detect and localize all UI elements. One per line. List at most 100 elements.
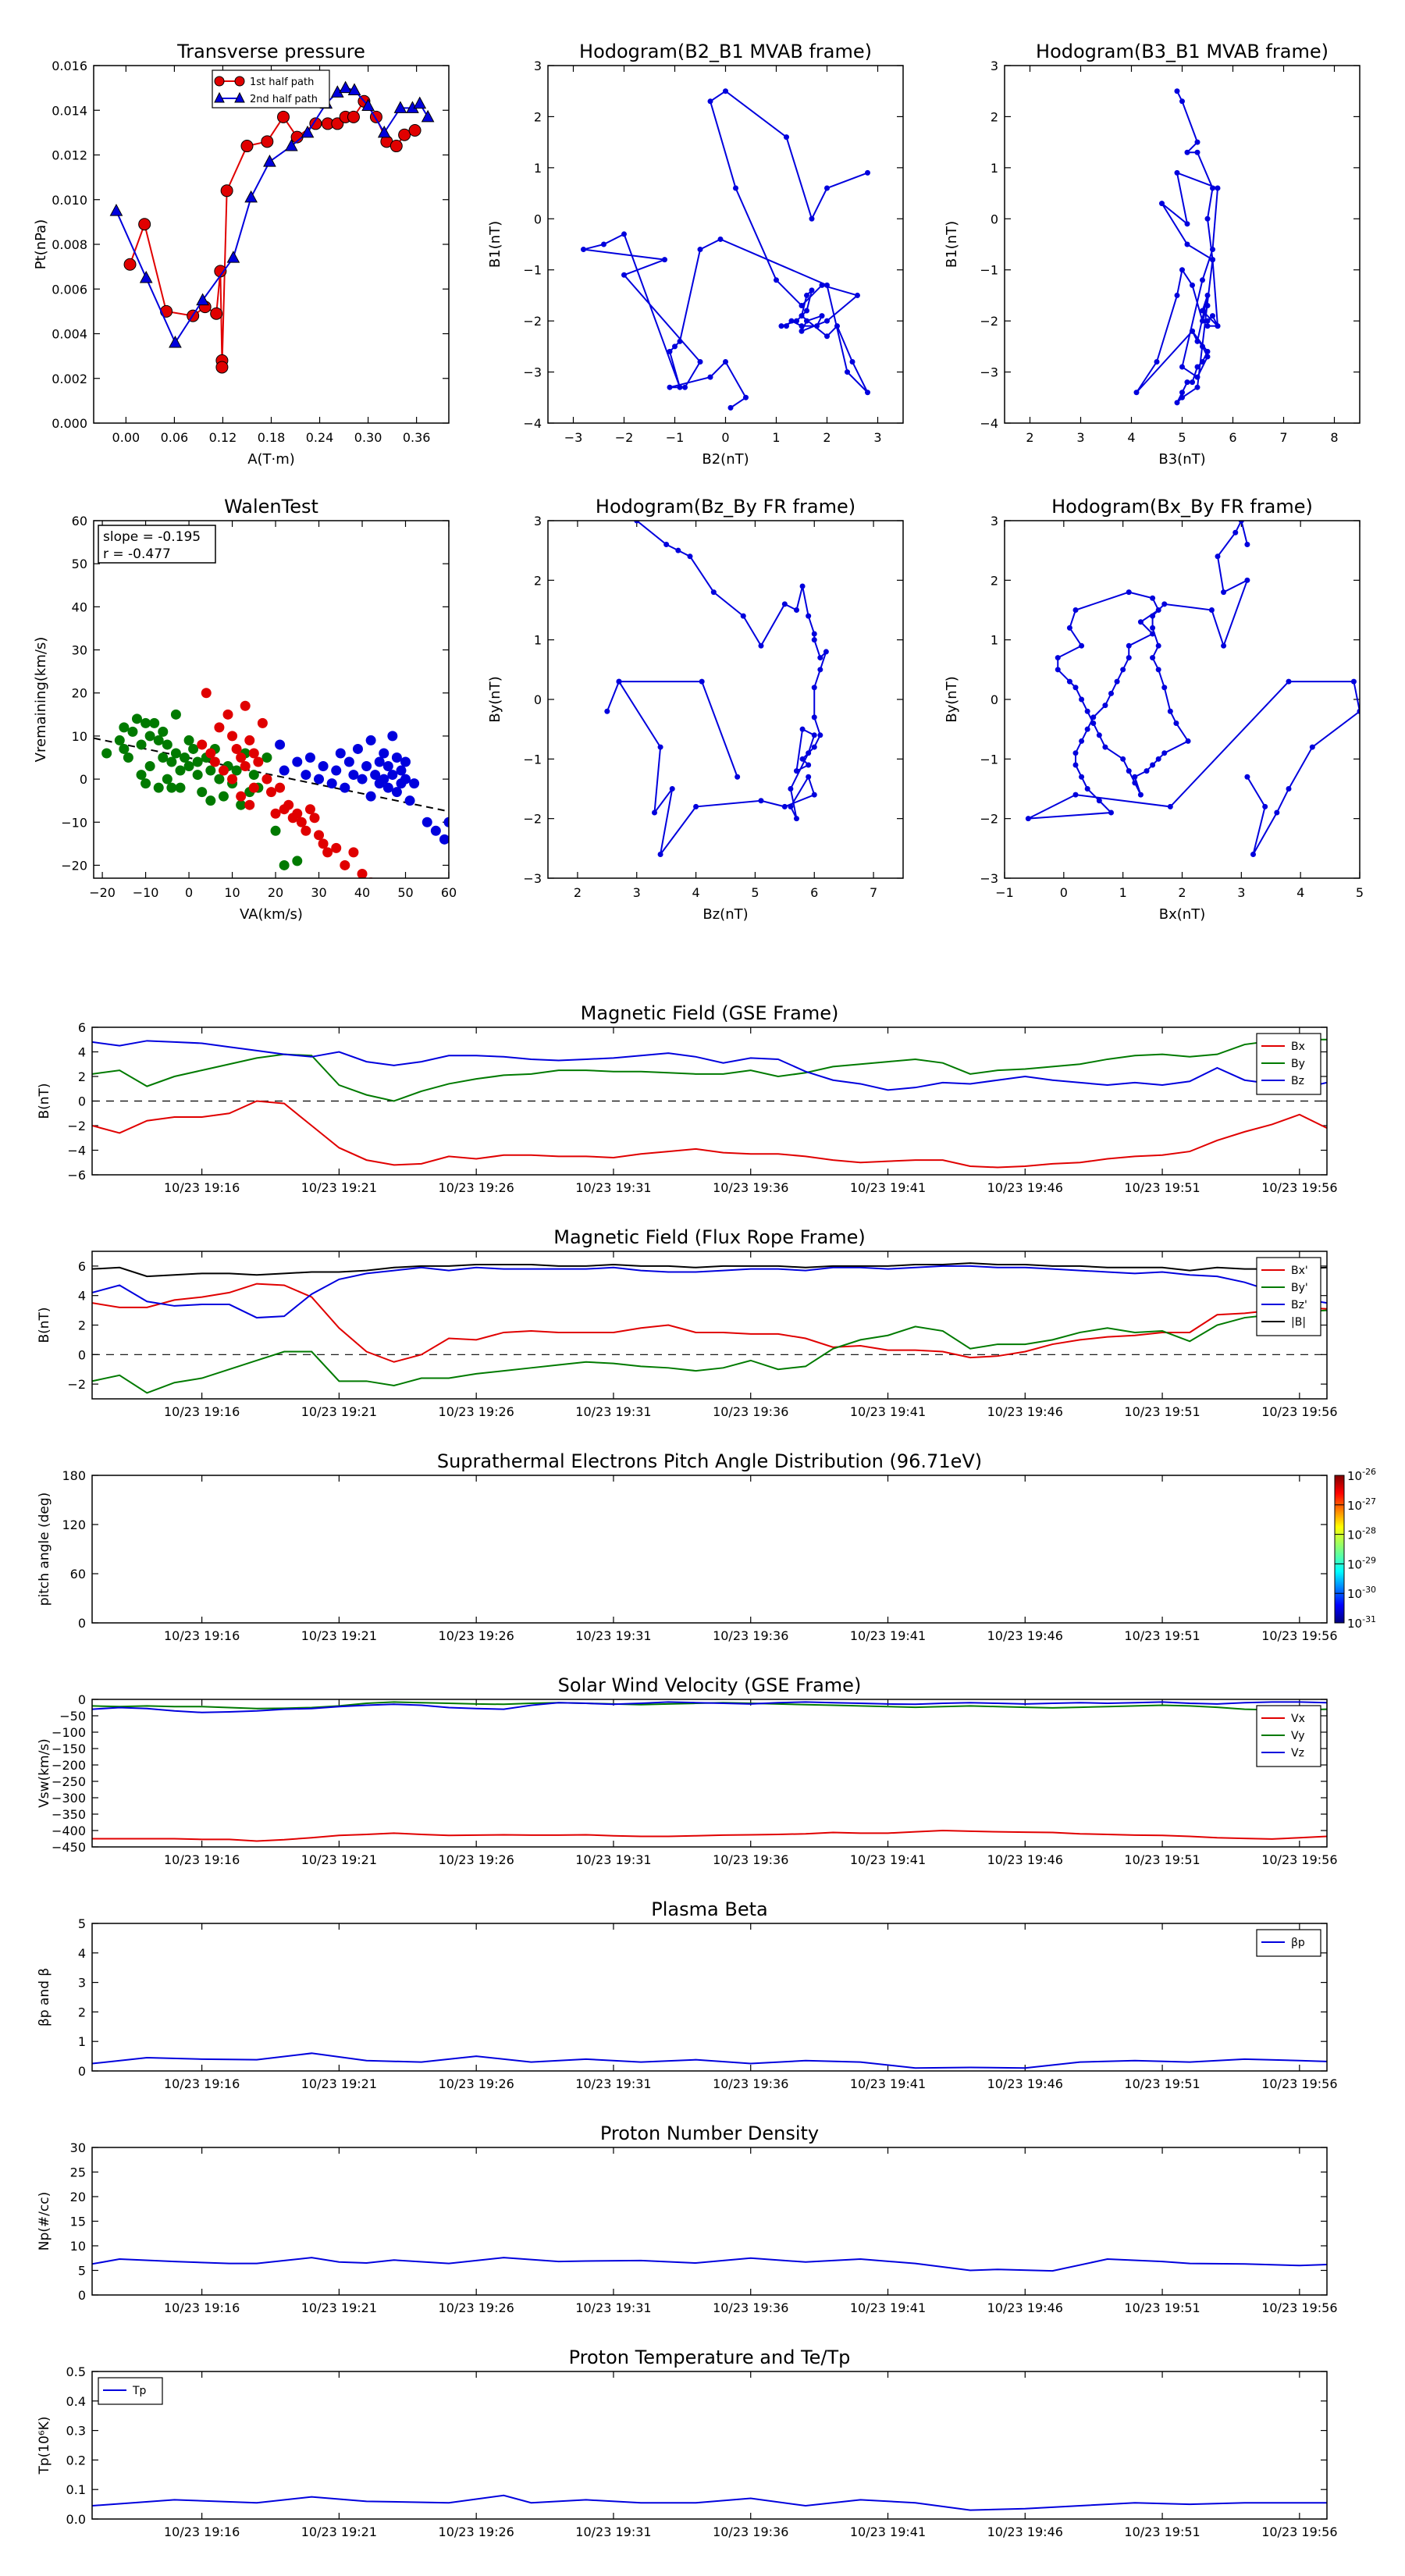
plot-frame [547, 65, 904, 424]
data-point [214, 774, 225, 785]
data-point [409, 778, 420, 789]
data-point [1184, 149, 1190, 155]
data-point [1114, 678, 1120, 685]
y-tick-label: −1 [980, 263, 998, 278]
data-point [865, 390, 870, 396]
data-point [244, 190, 258, 203]
data-point [301, 125, 315, 138]
series-line [92, 2052, 1327, 2069]
y-tick-label: 10 [72, 729, 87, 744]
data-point [314, 774, 325, 785]
data-point [153, 782, 164, 793]
data-point [1200, 308, 1205, 314]
data-point [413, 96, 427, 109]
chart-title: Hodogram(B3_B1 MVAB frame) [1036, 41, 1329, 62]
data-point [1221, 642, 1227, 649]
data-point [257, 717, 268, 728]
legend: Bx' By' Bz' |B| [1256, 1257, 1321, 1336]
data-point [804, 318, 809, 324]
data-point [421, 109, 435, 123]
x-tick-label: 4 [1127, 430, 1135, 445]
data-point [1137, 619, 1144, 625]
data-point [169, 335, 182, 348]
data-point [236, 799, 247, 810]
series-line [92, 1262, 1327, 1278]
chart-title: Proton Number Density [600, 2122, 819, 2144]
chart-walen: WalenTest −20 −10 0 10 20 30 40 50 60 −20 −10 0 10 20 3… [33, 496, 457, 923]
data-point [236, 752, 247, 763]
data-point [400, 774, 411, 785]
data-point [1190, 328, 1195, 334]
x-tick-label: 5 [1356, 885, 1364, 900]
data-point [733, 185, 738, 191]
data-point [357, 868, 368, 878]
y-tick-label: −2 [980, 812, 998, 827]
data-point [215, 361, 229, 374]
legend: 1st half path 2nd half path [212, 69, 330, 109]
data-point [248, 770, 259, 781]
data-point [1244, 577, 1250, 583]
y-tick-label: 1 [78, 2034, 86, 2049]
data-point [1150, 624, 1156, 631]
data-point [331, 842, 342, 853]
annotation-text: slope = -0.195 [103, 529, 201, 545]
data-point [304, 804, 315, 815]
data-point [166, 756, 177, 767]
colorbar-tick-base: 10 [1347, 1528, 1362, 1542]
data-point [1132, 774, 1138, 780]
colorbar-tick-label: 10-29 [1347, 1555, 1376, 1571]
y-axis-label: Pt(nPa) [33, 219, 49, 269]
x-tick-label: 2 [574, 885, 582, 900]
data-point [672, 343, 678, 350]
data-point [1179, 364, 1185, 370]
legend-label: βp [1291, 1937, 1305, 1949]
data-point [162, 739, 173, 750]
x-tick-label: 0.12 [209, 430, 237, 445]
data-point [1072, 750, 1079, 756]
data-point [693, 803, 699, 809]
y-tick-label: −10 [61, 815, 87, 830]
y-tick-label: 0.002 [52, 372, 87, 386]
data-point [318, 761, 329, 772]
data-point [687, 553, 693, 560]
legend-label: 1st half path [250, 76, 314, 88]
data-point [1173, 720, 1179, 727]
data-point [326, 778, 337, 789]
series-line [92, 1283, 1327, 1363]
data-point [794, 607, 799, 613]
data-point [162, 774, 173, 785]
x-tick-label: 10/23 19:46 [987, 2300, 1063, 2315]
x-tick-label: 10/23 19:26 [439, 1180, 514, 1195]
data-point [144, 761, 155, 772]
data-point [1084, 786, 1090, 792]
x-tick-label: 10/23 19:41 [850, 1852, 926, 1867]
data-point [806, 774, 812, 780]
data-point [1079, 696, 1085, 703]
y-tick-label: −50 [59, 1709, 86, 1724]
data-point [1150, 762, 1156, 768]
data-point [699, 678, 705, 685]
data-point [1079, 738, 1085, 744]
x-tick-label: 4 [1297, 885, 1304, 900]
y-tick-label: 3 [78, 1976, 86, 1991]
x-tick-label: 3 [1237, 885, 1245, 900]
y-tick-label: −250 [52, 1774, 86, 1789]
data-point [339, 80, 352, 94]
chart-title: Magnetic Field (GSE Frame) [581, 1002, 839, 1024]
x-tick-label: 20 [268, 885, 283, 900]
y-tick-label: 2 [991, 109, 998, 124]
y-tick-label: 0.016 [52, 59, 87, 73]
data-point [1184, 379, 1190, 386]
data-point [270, 825, 281, 836]
x-tick-label: 10/23 19:36 [713, 1180, 788, 1195]
legend: βp [1256, 1929, 1321, 1957]
x-tick-label: 10/23 19:56 [1261, 2076, 1337, 2091]
y-tick-label: 15 [70, 2215, 86, 2229]
data-point [657, 744, 663, 750]
data-point [430, 825, 441, 836]
data-point [634, 521, 640, 524]
legend-box [212, 69, 330, 109]
data-point [697, 247, 703, 253]
data-point [393, 101, 407, 113]
data-point [1154, 358, 1160, 365]
